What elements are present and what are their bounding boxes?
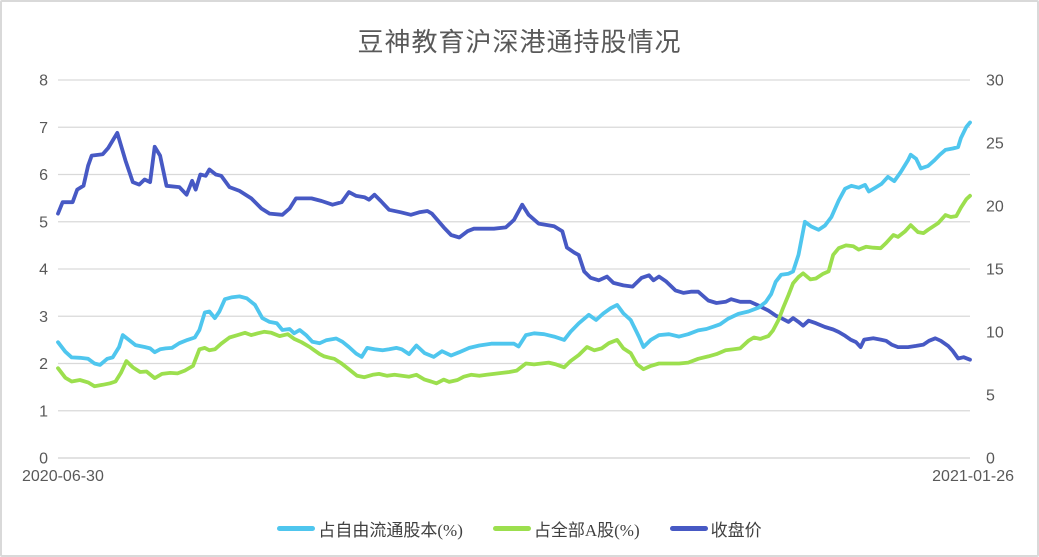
left-axis-tick-label: 2: [39, 356, 48, 373]
left-axis-tick-label: 4: [39, 262, 48, 279]
legend-swatch-free-float-pct: [277, 526, 316, 531]
right-axis-tick-label: 5: [986, 388, 995, 405]
right-axis-tick-label: 20: [986, 199, 1004, 216]
series-line-close-price: [56, 130, 972, 362]
series-line-free-float-pct: [56, 120, 972, 367]
left-axis-tick-label: 6: [39, 167, 48, 184]
left-axis-tick-label: 3: [39, 309, 48, 326]
right-axis-tick-label: 15: [986, 262, 1004, 279]
left-axis-tick-label: 8: [39, 73, 48, 90]
legend: 占自由流通股本(%) 占全部A股(%) 收盘价: [2, 516, 1037, 541]
legend-swatch-all-a-shares-pct: [492, 526, 531, 531]
legend-swatch-close-price: [669, 526, 708, 531]
left-axis-tick-label: 7: [39, 120, 48, 137]
right-axis-tick-label: 10: [986, 325, 1004, 342]
legend-item-close-price: 收盘价: [669, 516, 762, 541]
left-axis-tick-label: 5: [39, 214, 48, 231]
x-axis-start-label: 2020-06-30: [22, 468, 104, 485]
right-axis-tick-label: 0: [986, 451, 995, 468]
series-line-all-a-shares-pct: [56, 193, 972, 389]
x-axis-end-label: 2021-01-26: [932, 468, 1014, 485]
legend-item-all-a-shares-pct: 占全部A股(%): [492, 516, 640, 541]
right-axis-tick-label: 25: [986, 136, 1004, 153]
left-axis-tick-label: 1: [39, 403, 48, 420]
left-axis-tick-label: 0: [39, 451, 48, 468]
legend-label-free-float-pct: 占自由流通股本(%): [318, 521, 463, 540]
right-axis-tick-label: 30: [986, 73, 1004, 90]
chart-title: 豆神教育沪深港通持股情况: [357, 28, 682, 57]
legend-item-free-float-pct: 占自由流通股本(%): [277, 516, 463, 541]
legend-label-close-price: 收盘价: [710, 521, 762, 540]
legend-label-all-a-shares-pct: 占全部A股(%): [533, 521, 640, 540]
